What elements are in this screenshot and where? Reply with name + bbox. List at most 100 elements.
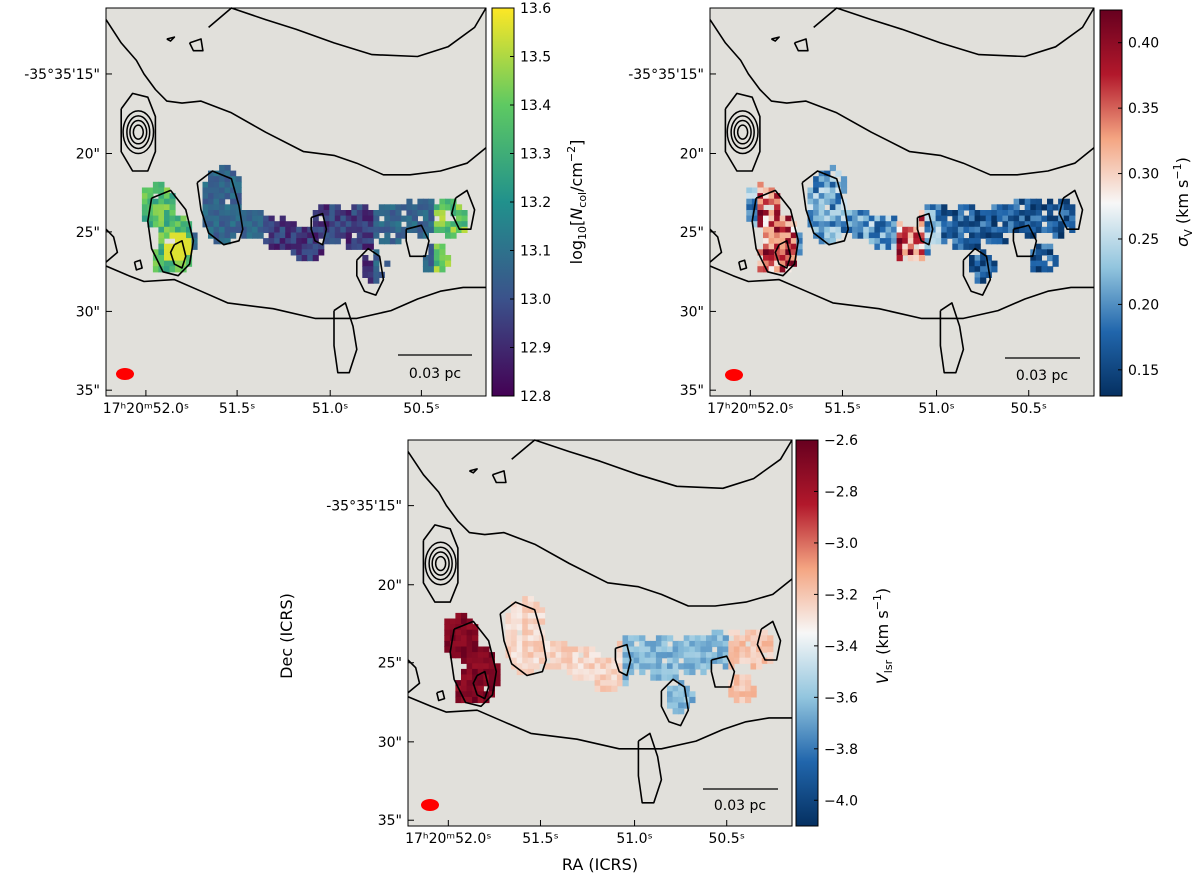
colorbar-tick-label: 13.4 — [520, 98, 551, 114]
map-pixel — [279, 215, 286, 222]
y-tick-label: 35" — [680, 383, 704, 399]
map-pixel — [533, 624, 540, 631]
contour-line — [449, 620, 498, 708]
map-pixel — [439, 210, 446, 217]
map-pixel — [824, 215, 831, 222]
map-pixel — [913, 249, 920, 256]
map-pixel — [428, 249, 435, 256]
map-pixel — [1063, 210, 1070, 217]
map-pixel — [246, 215, 253, 222]
panel-centroid-velocity: 0.03 pc -35°35'15" 20" 25" 30" 35"17ʰ20ᵐ52.0… — [277, 433, 895, 874]
map-pixel — [1024, 232, 1031, 239]
map-pixel — [829, 193, 836, 200]
colorbar-ticks: −2.6 −2.8 −3.0 −3.2 −3.4 −3.6 −3.8 −4.0 — [814, 433, 858, 809]
map-pixel — [158, 255, 165, 262]
map-pixel — [483, 668, 490, 676]
map-pixel — [739, 674, 746, 681]
map-pixel — [213, 226, 220, 233]
contour-line — [436, 690, 446, 702]
map-pixel — [689, 691, 696, 698]
map-pixel — [527, 629, 534, 636]
map-pixel — [1052, 215, 1059, 222]
map-pixel — [544, 663, 551, 670]
map-pixel — [969, 210, 976, 217]
map-pixel — [516, 635, 523, 642]
map-pixel — [785, 255, 792, 262]
map-pixel — [678, 652, 685, 659]
map-pixel — [522, 596, 529, 603]
map-pixel — [655, 640, 663, 648]
map-pixel — [505, 629, 512, 636]
map-pixel — [1035, 221, 1042, 228]
map-pixel — [672, 708, 679, 715]
map-pixel — [362, 260, 369, 267]
map-pixel — [516, 663, 523, 670]
map-pixel — [1047, 255, 1054, 262]
map-pixel — [279, 221, 286, 228]
map-pixel — [733, 629, 740, 636]
map-pixel — [857, 226, 864, 233]
map-pixel — [213, 221, 220, 228]
map-pixel — [757, 266, 764, 273]
map-pixel — [661, 646, 668, 653]
map-pixel — [678, 663, 685, 670]
map-pixel — [761, 657, 768, 664]
map-pixel — [672, 657, 679, 664]
map-pixel — [683, 640, 690, 648]
map-pixel — [622, 663, 629, 670]
map-pixel — [722, 652, 729, 659]
map-pixel — [428, 215, 435, 222]
map-pixel — [667, 702, 674, 709]
map-pixel — [672, 640, 679, 648]
map-pixel — [301, 238, 308, 245]
map-pixel — [907, 232, 914, 239]
map-pixel — [711, 657, 718, 664]
map-pixel — [996, 210, 1003, 217]
map-pixel — [583, 657, 590, 664]
map-pixel — [757, 181, 764, 188]
map-pixel — [879, 243, 887, 250]
map-pixel — [356, 221, 363, 228]
map-pixel — [969, 215, 976, 222]
contour-line — [709, 19, 1095, 176]
map-pixel — [750, 646, 757, 653]
map-pixel — [285, 232, 292, 239]
map-pixel — [605, 663, 612, 670]
map-pixel — [494, 680, 501, 687]
map-pixel — [1019, 215, 1026, 222]
map-pixel — [164, 243, 171, 250]
map-pixel — [367, 271, 374, 278]
map-pixel — [158, 221, 165, 228]
map-pixel — [362, 204, 369, 211]
map-pixel — [763, 226, 770, 233]
map-pixel — [422, 198, 429, 205]
map-pixel — [683, 691, 690, 698]
map-pixel — [224, 210, 231, 217]
map-pixel — [757, 215, 764, 222]
map-pixel — [941, 221, 948, 228]
map-pixel — [461, 657, 468, 664]
map-pixel — [918, 215, 926, 222]
map-pixel — [241, 215, 248, 222]
colorbar-tick-label: 12.8 — [520, 389, 551, 405]
map-pixel — [455, 691, 462, 698]
map-pixel — [706, 652, 713, 659]
map-pixel — [230, 221, 237, 228]
map-pixel — [191, 243, 198, 250]
map-pixel — [583, 668, 590, 676]
map-pixel — [572, 668, 579, 676]
map-pixel — [694, 657, 701, 664]
contour-line — [751, 189, 800, 277]
colorbar — [1099, 9, 1123, 397]
map-pixel — [785, 232, 792, 239]
beam-ellipse — [421, 799, 439, 811]
map-pixel — [395, 232, 402, 239]
map-pixel — [219, 204, 226, 211]
map-pixel — [913, 238, 920, 245]
map-pixel — [213, 176, 220, 183]
map-pixel — [941, 226, 948, 233]
map-pixel — [672, 668, 679, 676]
map-pixel — [367, 243, 374, 250]
map-pixel — [980, 215, 987, 222]
